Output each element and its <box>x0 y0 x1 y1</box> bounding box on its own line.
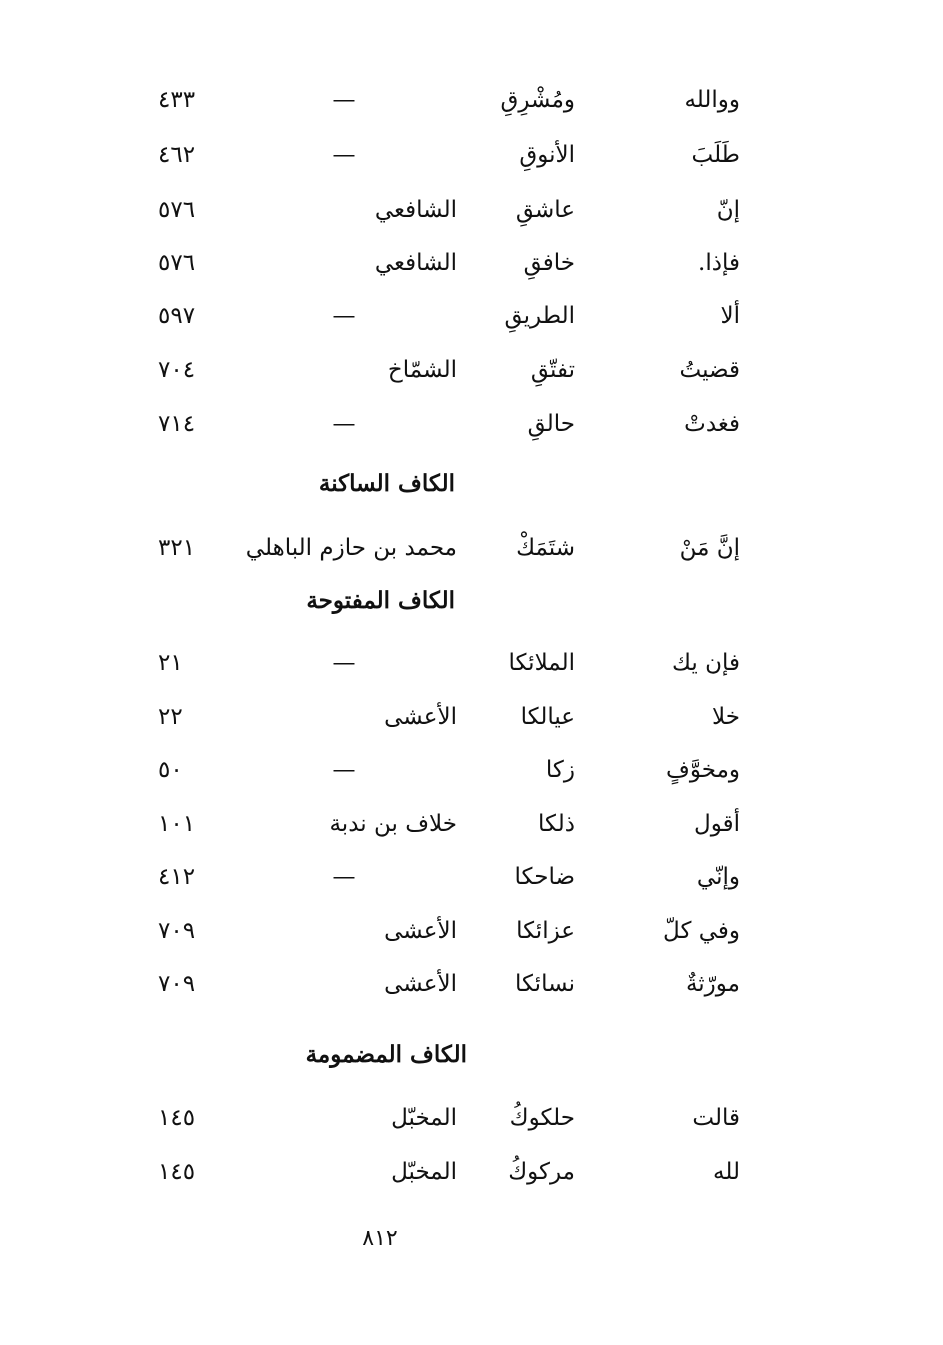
first-word: ووالله <box>684 87 740 113</box>
rhyme-word: حالقِ <box>527 411 575 437</box>
index-entry: قضيتُ تفتّقِ الشمّاخ ٧٠٤ <box>0 350 943 390</box>
index-entry: ووالله ومُشْرِقِ — ٤٣٣ <box>0 80 943 120</box>
poet-name: محمد بن حازم الباهلي <box>245 535 457 561</box>
page-ref: ٣٢١ <box>158 535 196 561</box>
first-word: مورّثةٌ <box>685 971 740 997</box>
rhyme-word: عزائكا <box>516 918 575 944</box>
index-entry: ألا الطريقِ — ٥٩٧ <box>0 296 943 336</box>
poet-name: الأعشى <box>384 704 457 730</box>
first-word: ألا <box>720 303 740 329</box>
page-ref: ٥٧٦ <box>158 250 196 276</box>
page-ref: ٥٠ <box>158 757 183 783</box>
first-word: خلا <box>712 704 740 730</box>
poet-name: الشافعي <box>374 197 457 223</box>
index-entry: فإذا. خافقِ الشافعي ٥٧٦ <box>0 243 943 283</box>
rhyme-word: ومُشْرِقِ <box>500 87 575 113</box>
poet-name: — <box>332 757 356 783</box>
index-entry: فإن يك الملائكا — ٢١ <box>0 643 943 683</box>
poet-name: الأعشى <box>384 971 457 997</box>
index-entry: فغدتْ حالقِ — ٧١٤ <box>0 404 943 444</box>
index-entry: إنَّ مَنْ شتَمَكْ محمد بن حازم الباهلي ٣٢١ <box>0 528 943 568</box>
rhyme-word: الطريقِ <box>504 303 575 329</box>
poet-name: — <box>332 87 356 113</box>
rhyme-word: حلكوكُ <box>509 1105 575 1131</box>
page-ref: ٧٠٤ <box>158 357 196 383</box>
first-word: فإذا. <box>698 250 740 276</box>
index-entry: وفي كلّ عزائكا الأعشى ٧٠٩ <box>0 911 943 951</box>
first-word: أقول <box>694 811 740 837</box>
poet-name: — <box>332 142 356 168</box>
rhyme-word: عاشقِ <box>515 197 575 223</box>
index-entry: أقول ذلكا خلاف بن ندبة ١٠١ <box>0 804 943 844</box>
poet-name: الأعشى <box>384 918 457 944</box>
index-entry: مورّثةٌ نسائكا الأعشى ٧٠٩ <box>0 964 943 1004</box>
page-ref: ٤١٢ <box>158 864 196 890</box>
rhyme-word: مركوكُ <box>508 1159 575 1185</box>
first-word: إنّ <box>716 197 740 223</box>
rhyme-word: الأنوقِ <box>519 142 575 168</box>
index-entry: طَلَبَ الأنوقِ — ٤٦٢ <box>0 135 943 175</box>
first-word: ومخوَّفٍ <box>666 757 740 783</box>
rhyme-word: ضاحكا <box>514 864 575 890</box>
first-word: قضيتُ <box>679 357 740 383</box>
page-ref: ١٠١ <box>158 811 196 837</box>
index-entry: قالت حلكوكُ المخبّل ١٤٥ <box>0 1098 943 1138</box>
section-heading: الكاف الساكنة <box>318 470 455 497</box>
page-ref: ٤٣٣ <box>158 87 196 113</box>
index-entry: وإنّي ضاحكا — ٤١٢ <box>0 857 943 897</box>
first-word: وإنّي <box>696 864 740 890</box>
rhyme-word: ذلكا <box>538 811 575 837</box>
first-word: إنَّ مَنْ <box>679 535 740 561</box>
first-word: لله <box>713 1159 740 1185</box>
first-word: طَلَبَ <box>691 142 740 168</box>
first-word: فغدتْ <box>684 411 740 437</box>
index-entry: لله مركوكُ المخبّل ١٤٥ <box>0 1152 943 1192</box>
poet-name: المخبّل <box>391 1159 457 1185</box>
page-ref: ١٤٥ <box>158 1105 196 1131</box>
rhyme-word: شتَمَكْ <box>516 535 575 561</box>
rhyme-word: زكا <box>545 757 575 783</box>
poet-name: — <box>332 864 356 890</box>
first-word: قالت <box>692 1105 740 1131</box>
page-ref: ٥٧٦ <box>158 197 196 223</box>
page-ref: ٧٠٩ <box>158 971 196 997</box>
poet-name: المخبّل <box>391 1105 457 1131</box>
poet-name: — <box>332 303 356 329</box>
rhyme-word: تفتّقِ <box>530 357 575 383</box>
page-ref: ٤٦٢ <box>158 142 196 168</box>
poet-name: الشمّاخ <box>387 357 457 383</box>
rhyme-word: خافقِ <box>523 250 575 276</box>
rhyme-word: عيالكا <box>520 704 575 730</box>
rhyme-word: الملائكا <box>508 650 575 676</box>
first-word: فإن يك <box>672 650 740 676</box>
index-entry: إنّ عاشقِ الشافعي ٥٧٦ <box>0 190 943 230</box>
index-entry: ومخوَّفٍ زكا — ٥٠ <box>0 750 943 790</box>
page-ref: ٧٠٩ <box>158 918 196 944</box>
section-heading: الكاف المفتوحة <box>306 587 455 614</box>
page-ref: ٢٢ <box>158 704 183 730</box>
page-number: ٨١٢ <box>362 1226 398 1251</box>
poet-name: الشافعي <box>374 250 457 276</box>
first-word: وفي كلّ <box>663 918 740 944</box>
rhyme-word: نسائكا <box>514 971 575 997</box>
poet-name: — <box>332 411 356 437</box>
page-ref: ٧١٤ <box>158 411 196 437</box>
index-entry: خلا عيالكا الأعشى ٢٢ <box>0 697 943 737</box>
section-heading: الكاف المضمومة <box>305 1041 467 1068</box>
page-ref: ٥٩٧ <box>158 303 196 329</box>
page-ref: ٢١ <box>158 650 183 676</box>
poet-name: خلاف بن ندبة <box>329 811 457 837</box>
poet-name: — <box>332 650 356 676</box>
page-ref: ١٤٥ <box>158 1159 196 1185</box>
